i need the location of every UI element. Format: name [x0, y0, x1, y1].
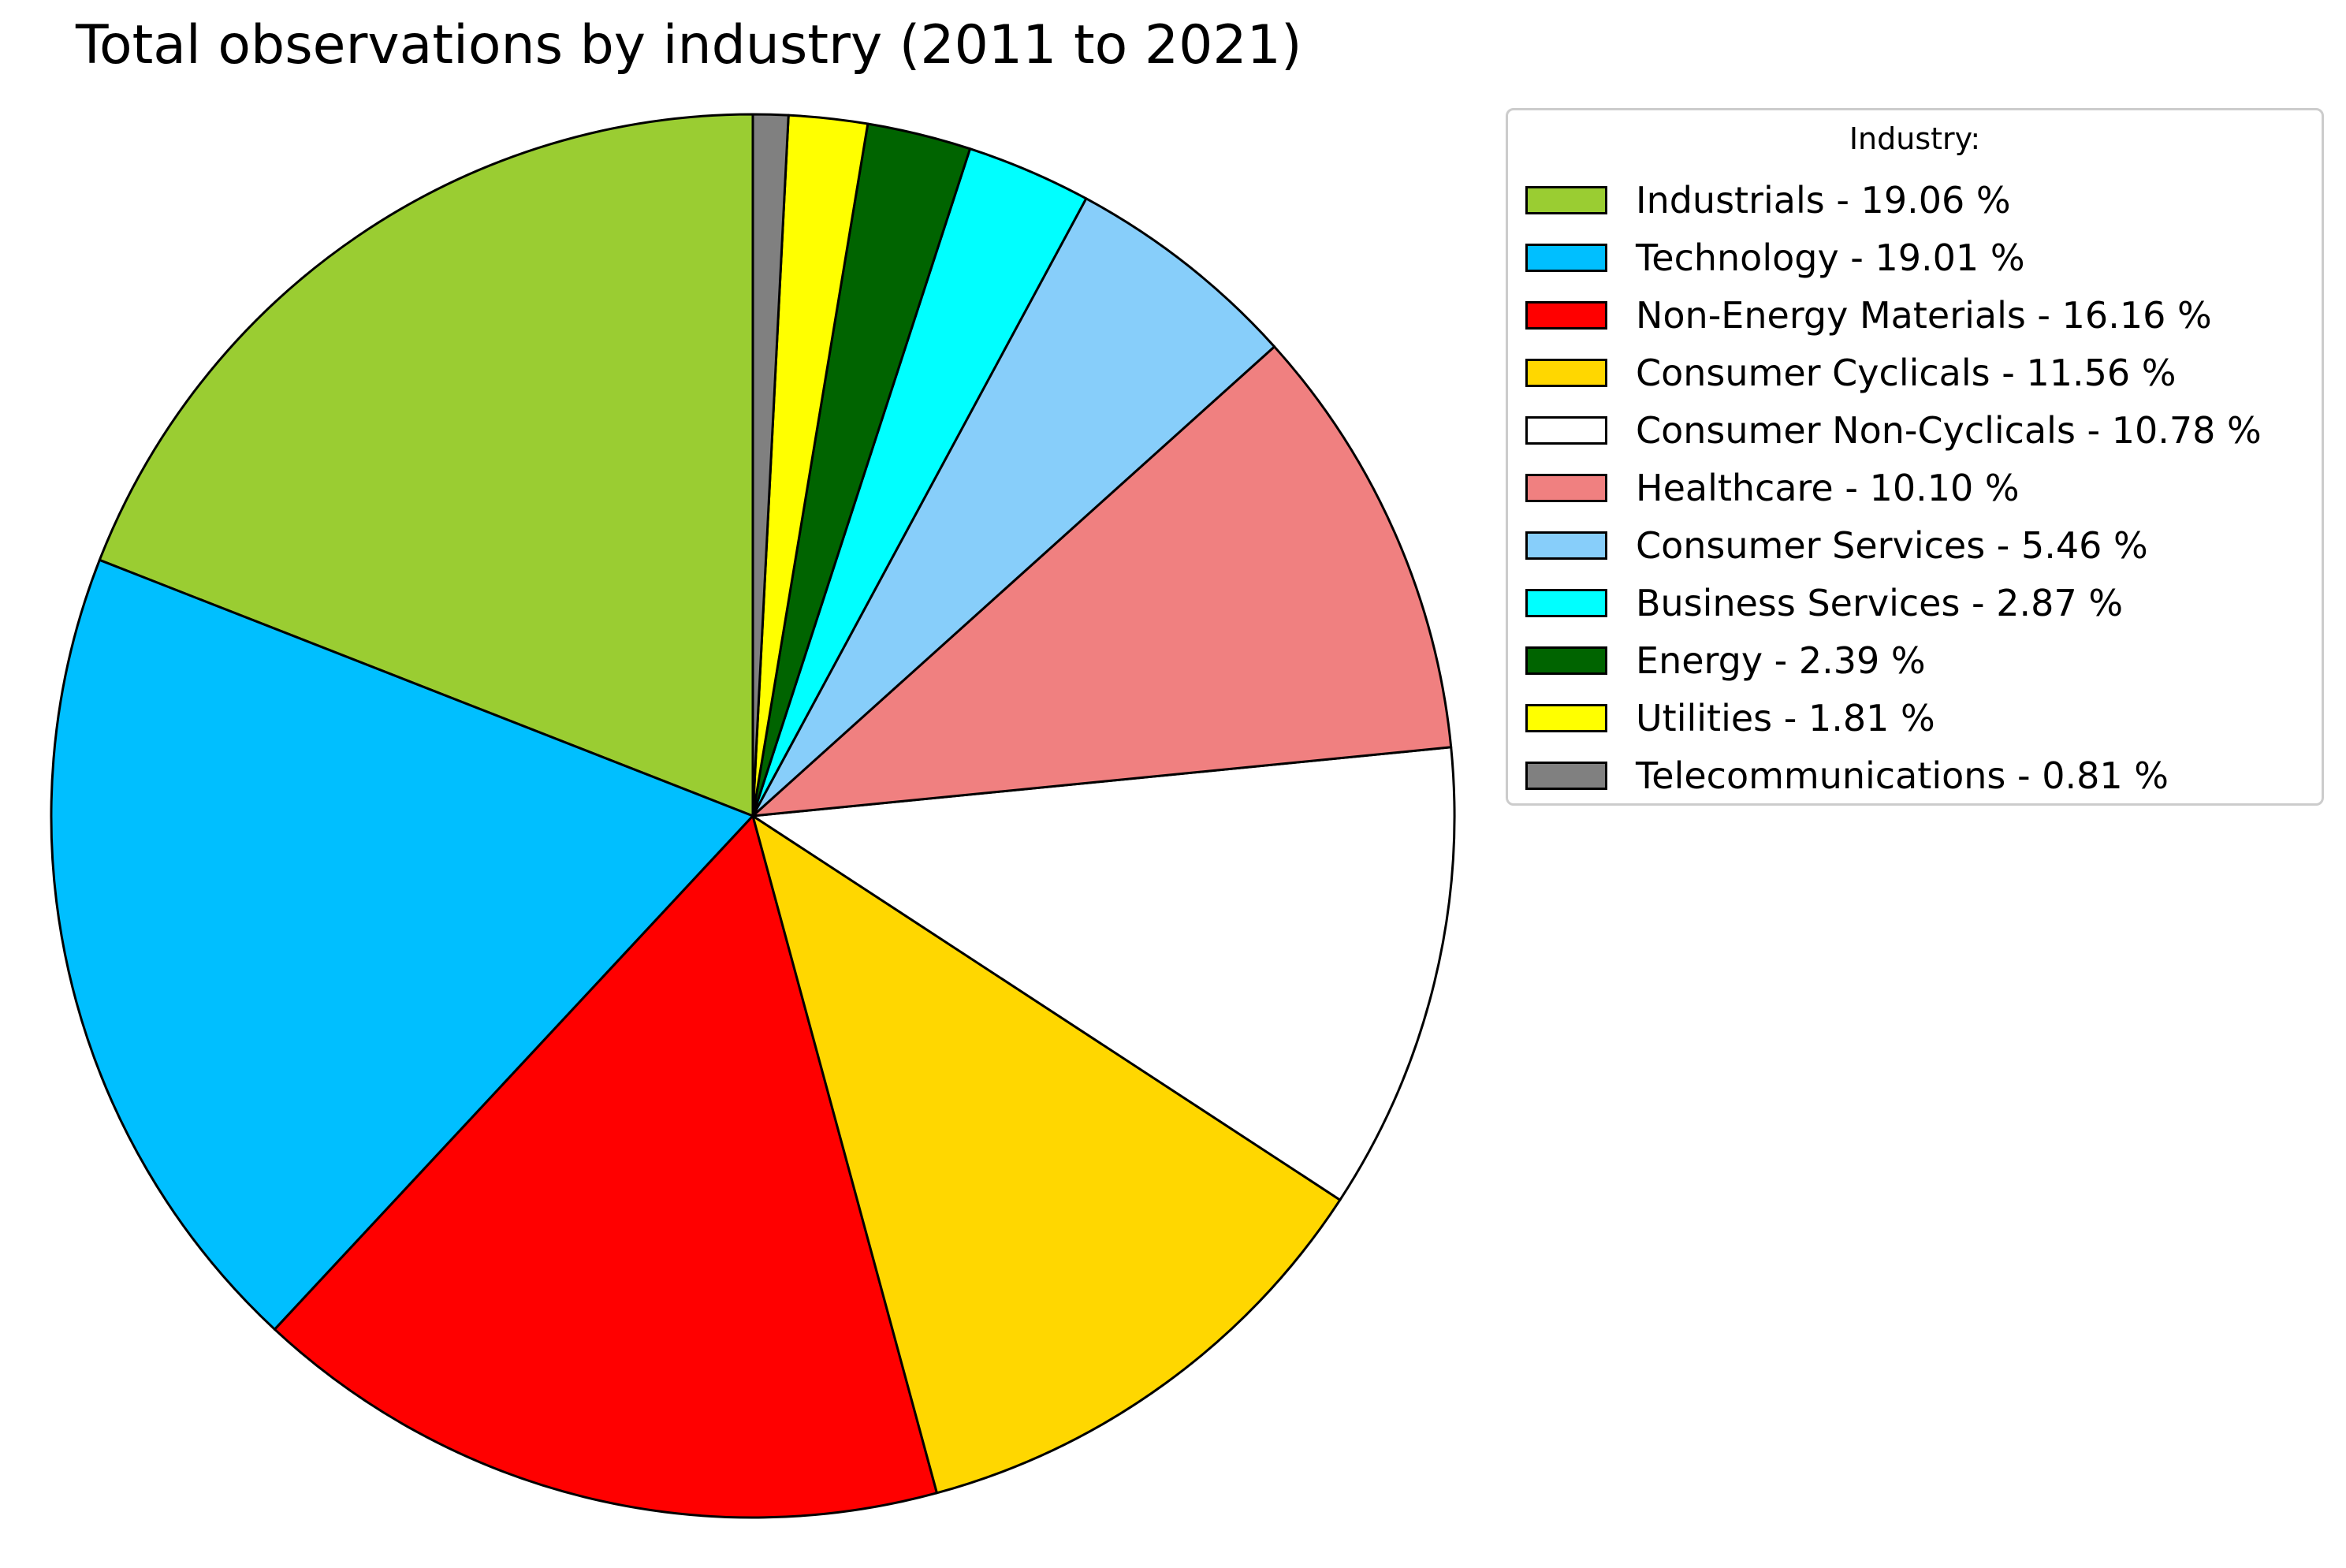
legend-label: Non-Energy Materials - 16.16 % — [1636, 294, 2212, 337]
legend-entry-industrials: Industrials - 19.06 % — [1525, 177, 2011, 224]
legend-label: Industrials - 19.06 % — [1636, 179, 2011, 222]
legend-entry-utilities: Utilities - 1.81 % — [1525, 695, 1935, 742]
pie-slice-technology — [50, 558, 754, 1331]
legend-entry-healthcare: Healthcare - 10.10 % — [1525, 464, 2020, 512]
legend-swatch — [1525, 704, 1607, 732]
legend-entry-technology: Technology - 19.01 % — [1525, 234, 2025, 281]
pie-slice-consumer-services — [751, 197, 1276, 818]
chart-title: Total observations by industry (2011 to … — [76, 14, 1302, 76]
legend-label: Telecommunications - 0.81 % — [1636, 754, 2169, 797]
legend-entry-energy: Energy - 2.39 % — [1525, 637, 1926, 684]
pie-slices — [50, 113, 1456, 1519]
legend-entry-consumer-non-cyclicals: Consumer Non-Cyclicals - 10.78 % — [1525, 407, 2262, 454]
pie-slice-healthcare — [751, 345, 1453, 818]
legend-label: Consumer Cyclicals - 11.56 % — [1636, 352, 2177, 394]
legend-swatch — [1525, 416, 1607, 445]
legend-swatch — [1525, 186, 1607, 214]
legend-label: Business Services - 2.87 % — [1636, 582, 2124, 624]
legend-label: Consumer Services - 5.46 % — [1636, 524, 2148, 567]
legend-label: Energy - 2.39 % — [1636, 639, 1926, 682]
legend-swatch — [1525, 301, 1607, 330]
legend-swatch — [1525, 589, 1607, 617]
pie-slice-non-energy-materials — [273, 814, 938, 1519]
legend-swatch — [1525, 359, 1607, 387]
legend-swatch — [1525, 531, 1607, 560]
legend-label: Healthcare - 10.10 % — [1636, 467, 2020, 509]
legend-entry-telecommunications: Telecommunications - 0.81 % — [1525, 752, 2169, 799]
legend-title: Industry: — [1849, 121, 1981, 156]
pie-slice-industrials — [98, 113, 754, 818]
legend-entry-business-services: Business Services - 2.87 % — [1525, 579, 2123, 627]
pie-slice-telecommunications — [751, 113, 790, 818]
legend-entry-non-energy-materials: Non-Energy Materials - 16.16 % — [1525, 292, 2212, 339]
legend-swatch — [1525, 762, 1607, 790]
legend-swatch — [1525, 474, 1607, 502]
legend-swatch — [1525, 646, 1607, 675]
legend-swatch — [1525, 244, 1607, 272]
pie-chart — [50, 113, 1456, 1519]
legend-label: Technology - 19.01 % — [1636, 237, 2025, 279]
pie-slice-consumer-cyclicals — [751, 814, 1342, 1495]
legend: Industry: Industrials - 19.06 % Technolog… — [1506, 108, 2324, 806]
legend-entry-consumer-cyclicals: Consumer Cyclicals - 11.56 % — [1525, 349, 2176, 397]
legend-label: Utilities - 1.81 % — [1636, 697, 1935, 739]
legend-label: Consumer Non-Cyclicals - 10.78 % — [1636, 409, 2262, 452]
legend-entry-consumer-services: Consumer Services - 5.46 % — [1525, 522, 2148, 569]
pie-slice-consumer-non-cyclicals — [751, 746, 1456, 1201]
